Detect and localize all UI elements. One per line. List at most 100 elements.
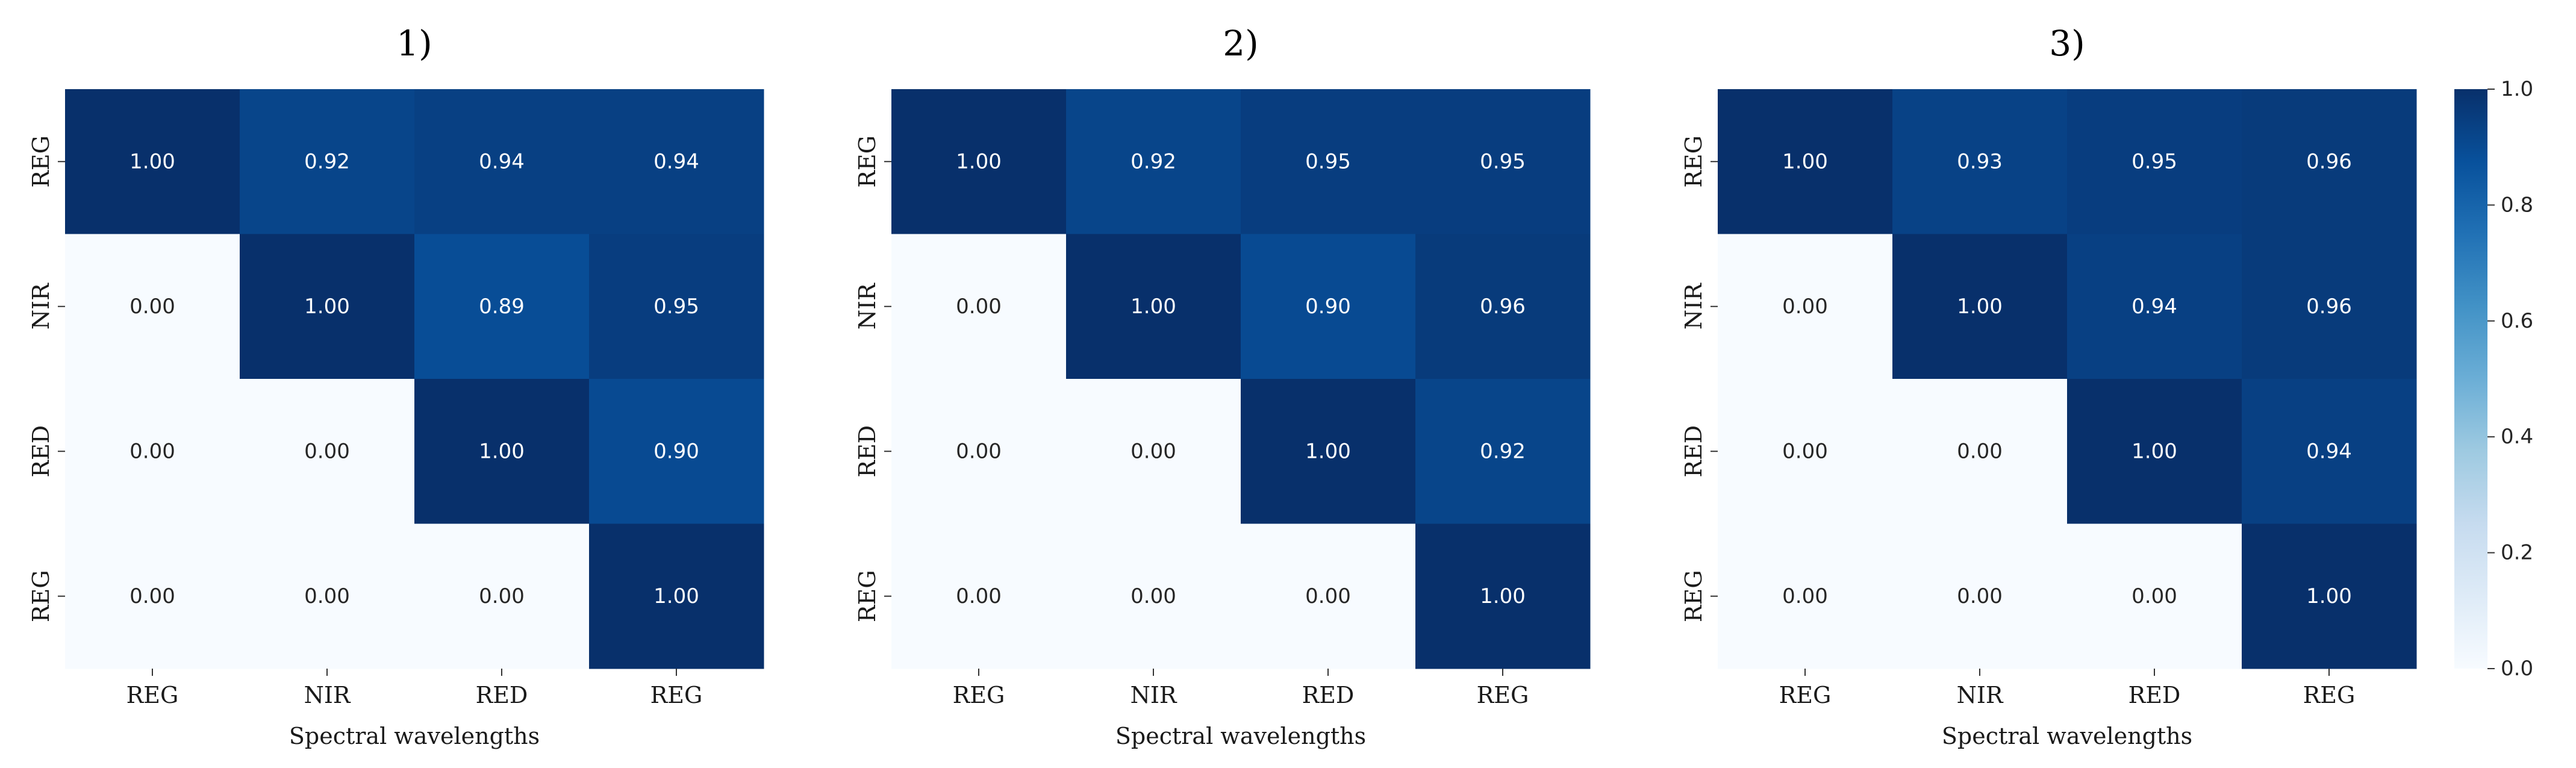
heatmap-cell [891,523,1067,669]
x-axis-label: Spectral wavelengths [1942,723,2192,749]
cell-value-label: 0.00 [956,439,1002,463]
heatmap-cell [2242,523,2417,669]
y-tick-label: REG [1680,136,1707,188]
cell-value-label: 0.95 [1480,149,1526,173]
heatmap-cell [65,379,240,524]
colorbar-tick-label: 0.6 [2501,309,2533,333]
heatmap-cell [1066,523,1241,669]
colorbar-tick-label: 1.0 [2501,77,2533,101]
cell-value-label: 0.96 [2306,149,2352,173]
x-tick-label: NIR [1957,682,2004,708]
heatmap-cell [1718,89,1893,234]
heatmap-cell [240,89,415,234]
x-tick-label: REG [953,682,1005,708]
heatmap-cell [1066,234,1241,379]
heatmap-cell [1415,379,1591,524]
heatmap-cell [65,89,240,234]
heatmap-cell [1892,523,2068,669]
heatmap-cell [2242,379,2417,524]
colorbar-gradient [2454,89,2487,669]
heatmap-cell [1415,89,1591,234]
heatmap-cell [2067,234,2242,379]
cell-value-label: 1.00 [653,584,699,608]
cell-value-label: 0.00 [1782,295,1828,319]
cell-value-label: 0.94 [2306,439,2352,463]
heatmap-cell [2242,89,2417,234]
y-tick-label: NIR [28,283,54,329]
heatmap-cell [891,379,1067,524]
heatmap-cell [414,89,590,234]
cell-value-label: 1.00 [129,149,175,173]
x-tick-label: RED [476,682,528,708]
colorbar-tick-label: 0.8 [2501,193,2533,217]
x-tick-label: REG [1477,682,1529,708]
cell-value-label: 0.00 [1957,439,2003,463]
colorbar-tick-label: 0.0 [2501,657,2533,681]
x-tick-label: RED [2128,682,2181,708]
heatmap-cell [414,379,590,524]
cell-value-label: 0.00 [1782,439,1828,463]
heatmap-cell [65,234,240,379]
x-tick-label: RED [1302,682,1355,708]
heatmap-cell [1415,523,1591,669]
cell-value-label: 0.95 [653,295,699,319]
cell-value-label: 0.00 [1131,584,1176,608]
panel-title: 1) [396,23,432,64]
heatmap-cell [414,234,590,379]
x-tick-label: REG [2303,682,2356,708]
cell-value-label: 0.90 [1305,295,1351,319]
x-tick-label: REG [126,682,179,708]
cell-value-label: 0.92 [304,149,350,173]
cell-value-label: 0.00 [129,295,175,319]
heatmap-cell [589,234,764,379]
cell-value-label: 0.00 [1957,584,2003,608]
x-tick-label: REG [650,682,703,708]
cell-value-label: 1.00 [479,439,525,463]
cell-value-label: 1.00 [1957,295,2003,319]
heatmap-cell [2067,89,2242,234]
cell-value-label: 1.00 [956,149,1002,173]
cell-value-label: 0.00 [1782,584,1828,608]
y-tick-label: RED [854,425,881,478]
heatmap-cell [414,523,590,669]
cell-value-label: 1.00 [2306,584,2352,608]
cell-value-label: 0.00 [1305,584,1351,608]
cell-value-label: 0.94 [653,149,699,173]
heatmap-cell [1241,379,1416,524]
cell-value-label: 0.96 [2306,295,2352,319]
heatmap-cell [2242,234,2417,379]
heatmap-cell [1415,234,1591,379]
y-tick-label: RED [1680,425,1707,478]
cell-value-label: 0.92 [1131,149,1176,173]
colorbar: 0.0 0.2 0.4 0.6 0.8 1.0 [2454,77,2533,681]
cell-value-label: 0.00 [956,584,1002,608]
panel-title: 2) [1223,23,1259,64]
cell-value-label: 0.00 [2132,584,2177,608]
colorbar-tick-label: 0.2 [2501,541,2533,565]
heatmap-cell [2067,379,2242,524]
heatmap-cell [589,379,764,524]
heatmap-cell [1892,89,2068,234]
heatmap-cell [65,523,240,669]
cell-value-label: 0.00 [304,584,350,608]
cell-value-label: 1.00 [1782,149,1828,173]
cell-value-label: 0.00 [479,584,525,608]
cell-value-label: 0.94 [2132,295,2177,319]
cell-value-label: 0.93 [1957,149,2003,173]
cell-value-label: 1.00 [304,295,350,319]
cell-value-label: 0.95 [2132,149,2177,173]
heatmap-cell [589,89,764,234]
heatmap-cell [891,234,1067,379]
x-axis-label: Spectral wavelengths [289,723,540,749]
heatmap-cell [240,379,415,524]
cell-value-label: 1.00 [2132,439,2177,463]
y-tick-label: REG [1680,570,1707,622]
cell-value-label: 0.94 [479,149,525,173]
cell-value-label: 0.96 [1480,295,1526,319]
heatmap-cell [891,89,1067,234]
x-tick-label: NIR [1131,682,1177,708]
y-tick-label: REG [854,136,881,188]
cell-value-label: 0.92 [1480,439,1526,463]
cell-value-label: 0.90 [653,439,699,463]
